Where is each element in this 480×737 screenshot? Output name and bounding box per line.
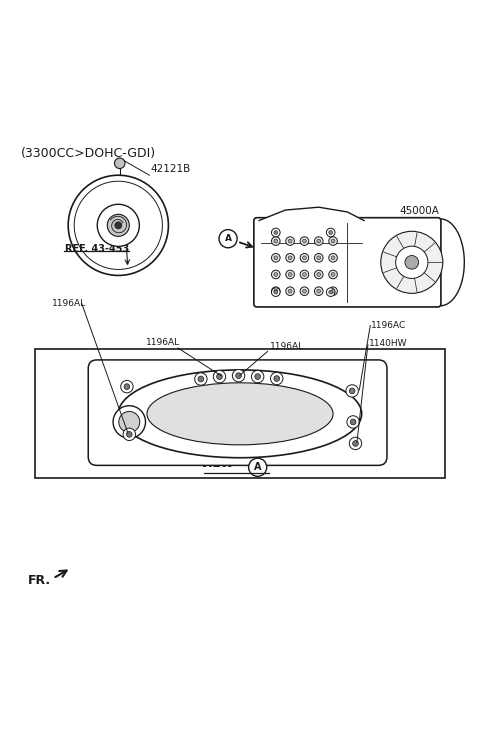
Circle shape [302, 240, 306, 243]
Ellipse shape [147, 383, 333, 445]
Circle shape [331, 240, 335, 243]
Circle shape [195, 373, 207, 385]
Circle shape [236, 373, 241, 379]
Circle shape [271, 372, 283, 385]
Text: A: A [254, 462, 262, 472]
Circle shape [288, 240, 292, 243]
Circle shape [302, 273, 306, 276]
Circle shape [329, 290, 333, 294]
Circle shape [272, 254, 280, 262]
Circle shape [314, 237, 323, 245]
Circle shape [274, 290, 278, 294]
Circle shape [113, 406, 145, 439]
Circle shape [232, 369, 245, 382]
Circle shape [286, 237, 294, 245]
Circle shape [329, 270, 337, 279]
Text: VIEW: VIEW [200, 457, 234, 470]
Circle shape [108, 214, 129, 237]
Circle shape [331, 290, 335, 293]
Circle shape [300, 254, 309, 262]
Circle shape [346, 385, 359, 397]
Circle shape [272, 287, 280, 296]
Circle shape [272, 288, 280, 296]
Bar [35, 349, 445, 478]
Circle shape [272, 270, 280, 279]
Circle shape [198, 376, 204, 382]
Circle shape [274, 290, 278, 293]
Circle shape [314, 254, 323, 262]
Text: 1196AC: 1196AC [371, 321, 407, 330]
Circle shape [286, 254, 294, 262]
Circle shape [255, 374, 261, 380]
Circle shape [329, 237, 337, 245]
Text: 45000A: 45000A [399, 206, 439, 216]
Circle shape [314, 287, 323, 296]
Circle shape [302, 256, 306, 259]
Text: (3300CC>DOHC-GDI): (3300CC>DOHC-GDI) [21, 147, 156, 160]
Circle shape [349, 388, 355, 394]
Circle shape [216, 374, 222, 380]
Circle shape [288, 273, 292, 276]
Circle shape [213, 371, 226, 383]
Circle shape [274, 273, 278, 276]
Text: REF. 43-453: REF. 43-453 [65, 245, 129, 254]
Circle shape [288, 256, 292, 259]
Circle shape [350, 419, 356, 425]
Text: 1196AL: 1196AL [270, 342, 304, 352]
Circle shape [314, 270, 323, 279]
Circle shape [286, 270, 294, 279]
Circle shape [317, 256, 321, 259]
Circle shape [274, 240, 278, 243]
Circle shape [300, 270, 309, 279]
Circle shape [272, 228, 280, 237]
Circle shape [326, 288, 335, 296]
Circle shape [286, 287, 294, 296]
Text: FR.: FR. [28, 574, 51, 587]
Text: 1196AL: 1196AL [51, 298, 85, 307]
Circle shape [68, 175, 168, 276]
Circle shape [274, 256, 278, 259]
Circle shape [353, 441, 359, 447]
Circle shape [123, 428, 135, 441]
Circle shape [274, 376, 280, 381]
Circle shape [288, 290, 292, 293]
Circle shape [126, 431, 132, 437]
Text: 42121B: 42121B [151, 164, 191, 174]
Circle shape [317, 273, 321, 276]
Circle shape [249, 458, 267, 476]
Circle shape [396, 246, 428, 279]
Circle shape [381, 231, 443, 293]
Circle shape [115, 222, 122, 229]
FancyBboxPatch shape [254, 217, 441, 307]
Circle shape [300, 287, 309, 296]
Text: 1140HW: 1140HW [369, 339, 408, 348]
Text: A: A [225, 234, 231, 243]
Circle shape [219, 230, 237, 248]
Circle shape [300, 237, 309, 245]
Text: 1196AL: 1196AL [145, 338, 180, 346]
Ellipse shape [118, 370, 362, 458]
Circle shape [272, 237, 280, 245]
Circle shape [97, 204, 139, 246]
Circle shape [331, 273, 335, 276]
Circle shape [124, 384, 130, 389]
Circle shape [347, 416, 360, 428]
Circle shape [274, 231, 278, 234]
Circle shape [120, 380, 133, 393]
Circle shape [115, 158, 125, 169]
Circle shape [349, 437, 362, 450]
Circle shape [317, 290, 321, 293]
Circle shape [302, 290, 306, 293]
Circle shape [329, 287, 337, 296]
Circle shape [252, 371, 264, 383]
Circle shape [331, 256, 335, 259]
Circle shape [405, 256, 419, 269]
FancyBboxPatch shape [88, 360, 387, 465]
Circle shape [326, 228, 335, 237]
Circle shape [317, 240, 321, 243]
Circle shape [329, 254, 337, 262]
Circle shape [329, 231, 333, 234]
Circle shape [119, 411, 140, 433]
